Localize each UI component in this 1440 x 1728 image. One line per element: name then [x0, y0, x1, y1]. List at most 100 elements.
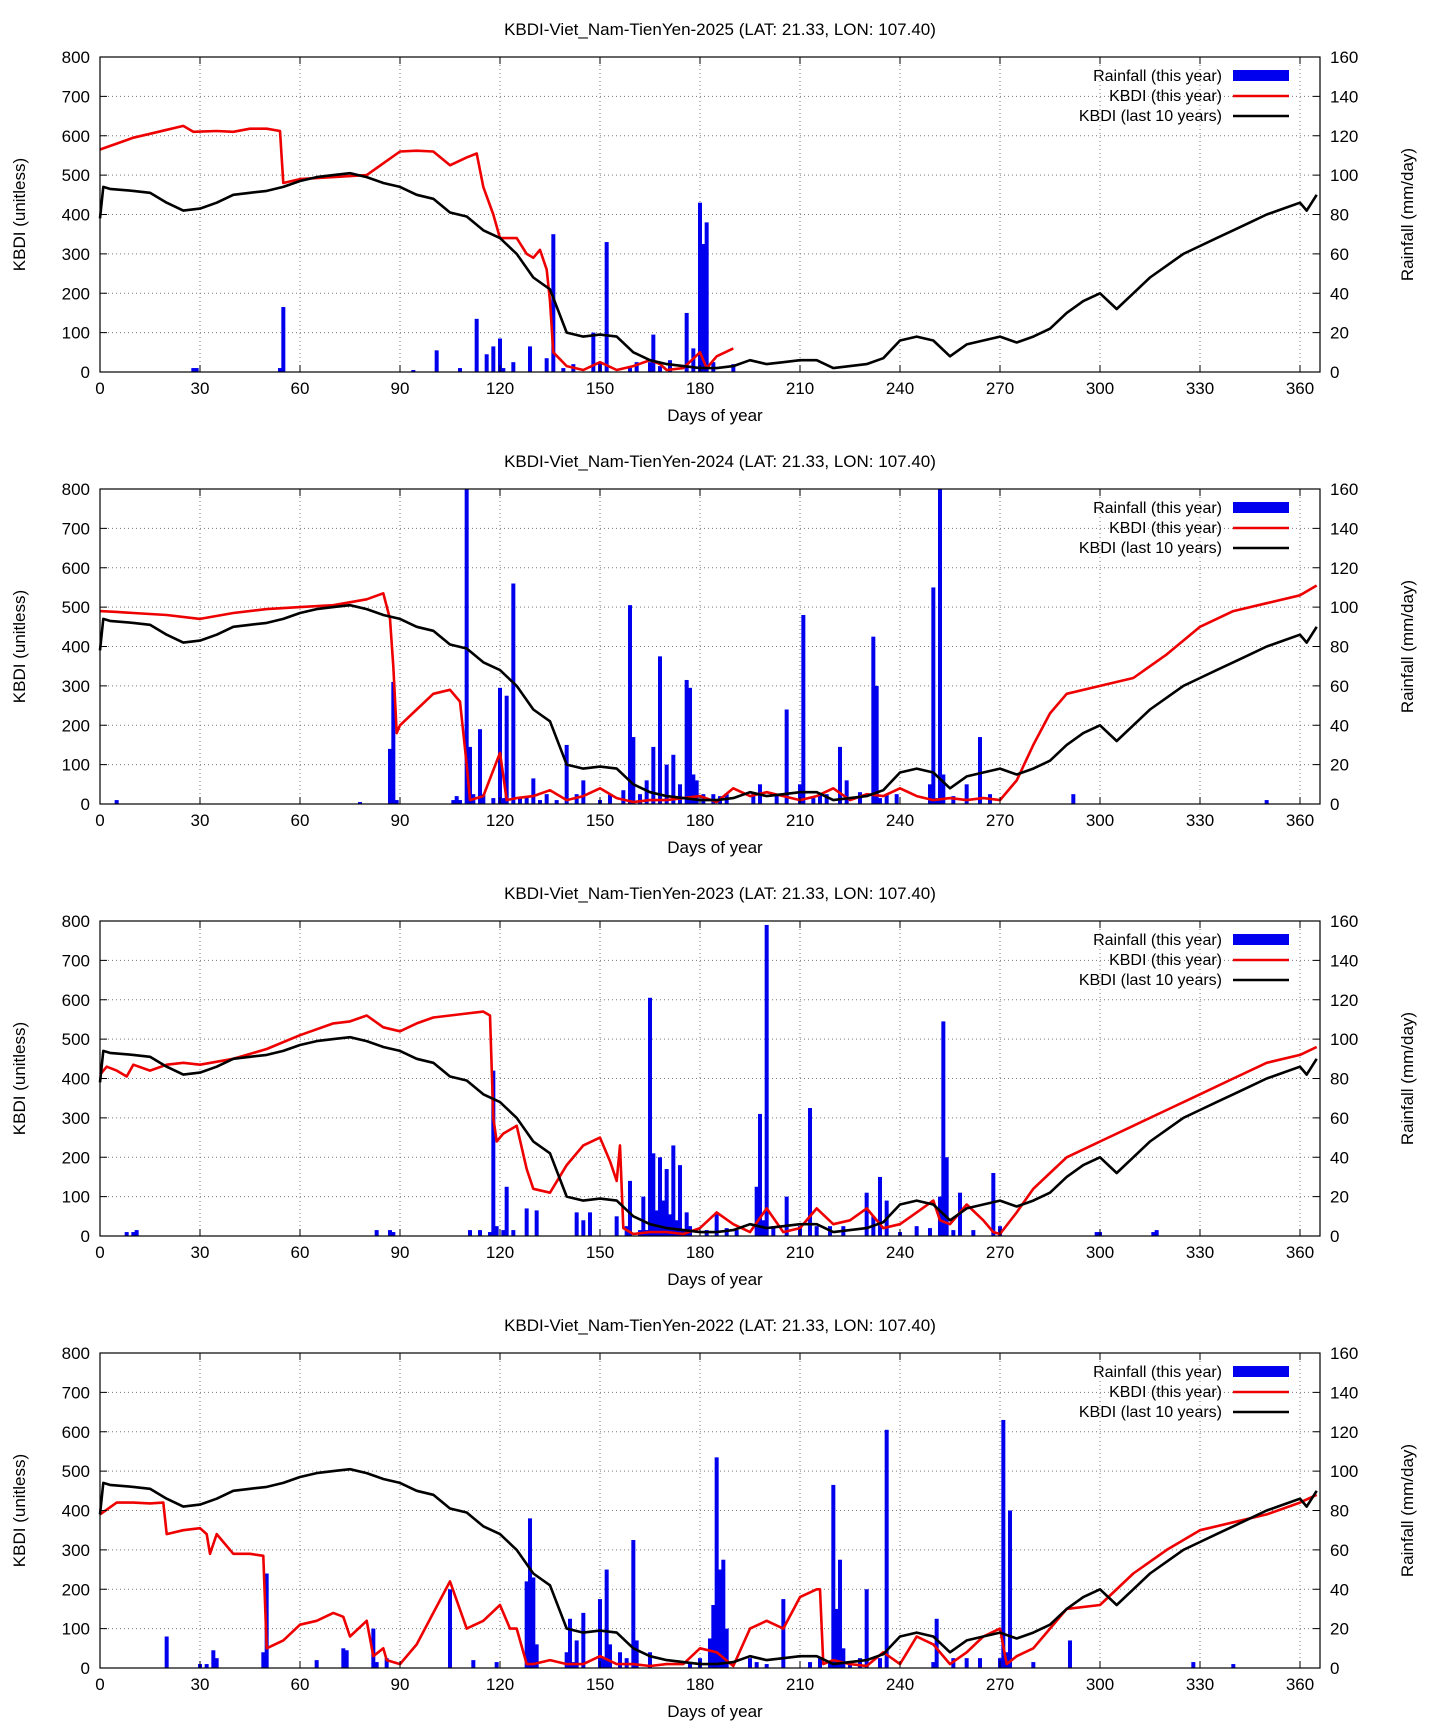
- y2-tick-label: 160: [1330, 912, 1358, 931]
- x-tick-label: 180: [686, 1243, 714, 1262]
- rainfall-bar: [684, 679, 689, 804]
- x-tick-label: 150: [586, 379, 614, 398]
- chart-panel-0: KBDI-Viet_Nam-TienYen-2025 (LAT: 21.33, …: [10, 20, 1417, 425]
- rainfall-bar: [504, 1186, 509, 1236]
- rainfall-bar: [844, 780, 849, 804]
- legend-label: KBDI (last 10 years): [1079, 1404, 1222, 1421]
- rainfall-bar: [598, 1599, 602, 1668]
- rainfall-bar: [564, 1652, 569, 1668]
- rainfall-bar: [714, 1212, 719, 1236]
- y2-tick-label: 60: [1330, 1109, 1349, 1128]
- x-tick-label: 210: [786, 1675, 814, 1694]
- rainfall-bar: [501, 368, 506, 372]
- rainfall-bar: [458, 800, 462, 804]
- rainfall-bar: [481, 794, 486, 804]
- rainfall-bar: [701, 244, 706, 372]
- y-tick-label: 0: [81, 1659, 90, 1678]
- y-tick-label: 600: [62, 559, 90, 578]
- rainfall-bar: [838, 1559, 842, 1668]
- x-tick-label: 180: [686, 811, 714, 830]
- y2-tick-label: 140: [1330, 1383, 1358, 1402]
- x-tick-label: 120: [486, 1675, 514, 1694]
- y2-tick-label: 60: [1330, 677, 1349, 696]
- rainfall-bar: [534, 1644, 539, 1668]
- rainfall-bar: [814, 1226, 819, 1236]
- legend-label: Rainfall (this year): [1093, 500, 1222, 517]
- rainfall-bar: [1068, 1640, 1072, 1668]
- rainfall-bar: [928, 1228, 932, 1236]
- y-tick-label: 300: [62, 1109, 90, 1128]
- rainfall-bar: [668, 1214, 672, 1236]
- rainfall-bar: [358, 802, 362, 804]
- rainfall-bar: [858, 1658, 862, 1668]
- y2-axis-label: Rainfall (mm/day): [1398, 1012, 1417, 1145]
- legend-label: Rainfall (this year): [1093, 1364, 1222, 1381]
- rainfall-bar: [644, 780, 649, 804]
- rainfall-bar: [618, 1652, 622, 1668]
- x-tick-label: 210: [786, 1243, 814, 1262]
- x-tick-label: 120: [486, 379, 514, 398]
- rainfall-bar: [124, 1232, 129, 1236]
- rainfall-bar: [878, 1176, 882, 1236]
- rainfall-bar: [1008, 1510, 1012, 1668]
- y2-tick-label: 100: [1330, 1030, 1358, 1049]
- rainfall-bar: [478, 729, 482, 804]
- y2-tick-label: 120: [1330, 559, 1358, 578]
- rainfall-bar: [631, 737, 636, 804]
- rainfall-bar: [638, 794, 642, 804]
- y2-tick-label: 0: [1330, 795, 1339, 814]
- rainfall-bar: [874, 685, 879, 804]
- x-tick-label: 210: [786, 379, 814, 398]
- x-tick-label: 150: [586, 811, 614, 830]
- x-tick-label: 300: [1086, 1675, 1114, 1694]
- rainfall-bar: [641, 1196, 646, 1236]
- rainfall-bar: [864, 1192, 869, 1236]
- rainfall-bar: [864, 1589, 869, 1668]
- x-tick-label: 330: [1186, 811, 1214, 830]
- y2-axis-label: Rainfall (mm/day): [1398, 580, 1417, 713]
- rainfall-bar: [651, 334, 656, 372]
- rainfall-bar: [1151, 1232, 1156, 1236]
- y2-tick-label: 80: [1330, 1070, 1349, 1089]
- y-tick-label: 400: [62, 206, 90, 225]
- y-tick-label: 800: [62, 480, 90, 499]
- rainfall-bar: [374, 1662, 379, 1668]
- rainfall-bar: [648, 362, 652, 372]
- rainfall-bar: [798, 784, 802, 804]
- rainfall-bar: [524, 796, 529, 804]
- rainfall-bar: [884, 1429, 889, 1668]
- rainfall-bar: [261, 1652, 266, 1668]
- rainfall-bar: [524, 1208, 529, 1236]
- rainfall-bar: [574, 1640, 579, 1668]
- y2-tick-label: 20: [1330, 756, 1349, 775]
- rainfall-bar: [951, 1230, 956, 1236]
- x-tick-label: 360: [1286, 379, 1314, 398]
- rainfall-bar: [511, 362, 516, 372]
- rainfall-bar: [468, 746, 472, 804]
- y2-tick-label: 80: [1330, 206, 1349, 225]
- chart-panel-1: KBDI-Viet_Nam-TienYen-2024 (LAT: 21.33, …: [10, 452, 1417, 857]
- rainfall-bar: [971, 1230, 976, 1236]
- rainfall-bar: [684, 1212, 689, 1236]
- rainfall-bar: [581, 780, 586, 804]
- legend-swatch-rainfall: [1233, 502, 1289, 513]
- rainfall-bar: [944, 1157, 949, 1236]
- rainfall-bar: [801, 615, 806, 804]
- y-tick-label: 400: [62, 1070, 90, 1089]
- rainfall-bar: [834, 1608, 839, 1668]
- x-tick-label: 30: [191, 1243, 210, 1262]
- legend-swatch-rainfall: [1233, 70, 1289, 81]
- x-tick-label: 60: [291, 379, 310, 398]
- x-tick-label: 180: [686, 1675, 714, 1694]
- y-tick-label: 200: [62, 716, 90, 735]
- rainfall-bar: [724, 1628, 729, 1668]
- rainfall-bar: [731, 364, 736, 372]
- rainfall-bar: [934, 798, 939, 804]
- rainfall-bar: [614, 1216, 619, 1236]
- rainfall-bar: [478, 1230, 482, 1236]
- x-tick-label: 300: [1086, 379, 1114, 398]
- rainfall-bar: [394, 800, 399, 804]
- rainfall-bar: [314, 1660, 319, 1668]
- rainfall-bar: [454, 796, 459, 804]
- y-tick-label: 500: [62, 1030, 90, 1049]
